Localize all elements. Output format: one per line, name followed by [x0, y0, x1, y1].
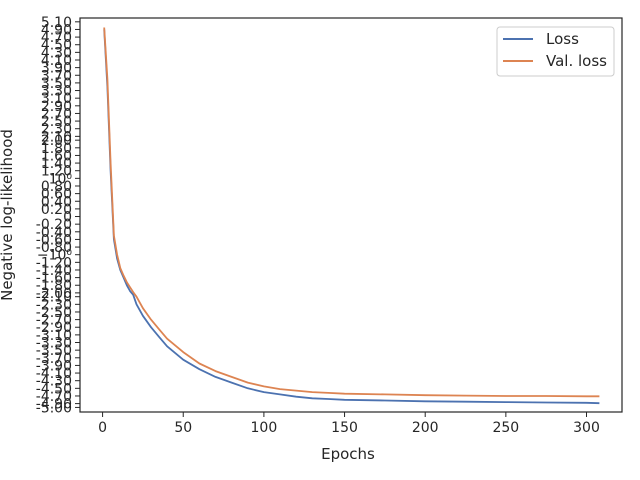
- y-tick-label: 2.70: [41, 106, 72, 122]
- y-tick-label: -0.40: [36, 225, 72, 241]
- y-tick-label: 4.50: [41, 38, 72, 54]
- y-tick-label: -0.80: [36, 240, 72, 256]
- y-tick-label: -3.30: [36, 336, 72, 352]
- y-axis-ticks: 5.104.904.704.504.304.103.903.703.503.30…: [36, 15, 80, 416]
- y-tick-label: 4.70: [41, 30, 72, 46]
- y-tick-label: 1.60: [41, 148, 72, 164]
- y-tick-label: 3.50: [41, 76, 72, 92]
- y-tick-label: 3.70: [41, 68, 72, 84]
- y-tick-label: -4.30: [36, 374, 72, 390]
- x-axis-ticks: 0 50 100 150 200 250 300: [98, 412, 600, 436]
- y-tick-label: 0.20: [41, 202, 72, 218]
- y-tick-label: -2.70: [36, 313, 72, 329]
- y-tick-label: -1.80: [36, 278, 72, 294]
- y-tick-label: 2.90: [41, 99, 72, 115]
- y-tick-label: 3.90: [41, 61, 72, 77]
- y-tick-label: -3.50: [36, 343, 72, 359]
- legend-label-loss: Loss: [546, 30, 579, 48]
- y-tick-label: 2.50: [41, 114, 72, 130]
- legend: Loss Val. loss: [496, 26, 615, 77]
- y-tick-label: -2.30: [36, 297, 72, 313]
- y-tick-label: -4.90: [36, 397, 72, 413]
- y-tick-label: 2.00: [41, 133, 72, 149]
- y-tick-label: -0.20: [36, 217, 72, 233]
- y-tick-label: -2.90: [36, 320, 72, 336]
- y-tick-label: -4.70: [36, 389, 72, 405]
- y-tick-label: 0: [63, 210, 72, 226]
- y-tick-label: 4.10: [41, 53, 72, 69]
- x-tick-label: 300: [573, 420, 600, 436]
- y-tick-label: -1.40: [36, 263, 72, 279]
- x-tick-label: 0: [98, 420, 107, 436]
- y-tick-label: −10⁰: [37, 248, 73, 264]
- y-tick-label: 1.40: [41, 156, 72, 172]
- y-tick-label: -1.20: [36, 255, 72, 271]
- y-tick-label: -5.00: [36, 400, 72, 416]
- y-tick-label: -2.10: [36, 290, 72, 306]
- y-tick-label: -4.10: [36, 366, 72, 382]
- y-tick-label: -2.00: [36, 286, 72, 302]
- y-tick-label: 10⁰: [49, 171, 73, 187]
- y-tick-label: 1.80: [41, 141, 72, 157]
- y-tick-label: -3.10: [36, 328, 72, 344]
- y-tick-label: -2.50: [36, 305, 72, 321]
- y-tick-label: -3.70: [36, 351, 72, 367]
- x-tick-label: 50: [174, 420, 192, 436]
- y-tick-label: -1.60: [36, 271, 72, 287]
- y-tick-label: 5.10: [41, 15, 72, 31]
- y-tick-label: 4.90: [41, 22, 72, 38]
- series-line-val-loss: [103, 27, 600, 398]
- y-tick-label: 2.10: [41, 129, 72, 145]
- y-tick-label: 1.20: [41, 164, 72, 180]
- x-tick-label: 150: [331, 420, 358, 436]
- y-tick-label: 0.40: [41, 194, 72, 210]
- y-tick-label: 0.60: [41, 187, 72, 203]
- y-tick-label: 2.30: [41, 122, 72, 138]
- y-tick-label: -3.90: [36, 358, 72, 374]
- x-tick-label: 100: [251, 420, 278, 436]
- y-tick-label: 3.30: [41, 84, 72, 100]
- y-axis-label: Negative log-likelihood: [0, 129, 16, 301]
- plot-area: [79, 17, 623, 413]
- legend-label-val-loss: Val. loss: [546, 52, 607, 70]
- y-tick-label: 3.10: [41, 91, 72, 107]
- x-axis-label: Epochs: [321, 445, 375, 463]
- y-tick-label: 0.80: [41, 179, 72, 195]
- x-tick-label: 200: [412, 420, 439, 436]
- y-tick-label: -4.50: [36, 381, 72, 397]
- x-tick-label: 250: [492, 420, 519, 436]
- y-tick-label: 4.30: [41, 45, 72, 61]
- plot-frame: [79, 17, 623, 413]
- y-tick-label: -0.60: [36, 232, 72, 248]
